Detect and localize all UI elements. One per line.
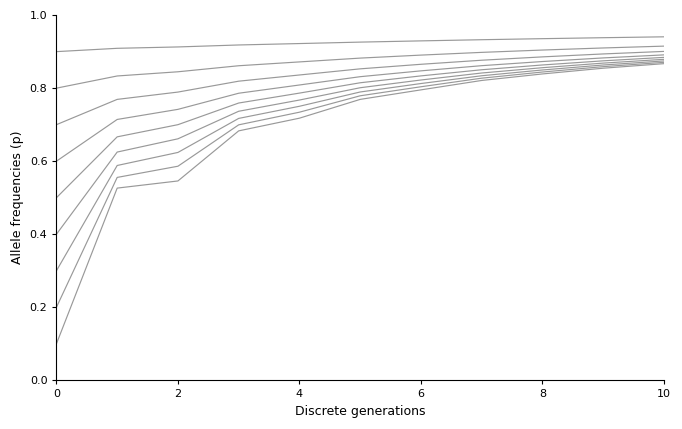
Y-axis label: Allele frequencies (p): Allele frequencies (p): [11, 131, 24, 264]
X-axis label: Discrete generations: Discrete generations: [295, 405, 426, 418]
